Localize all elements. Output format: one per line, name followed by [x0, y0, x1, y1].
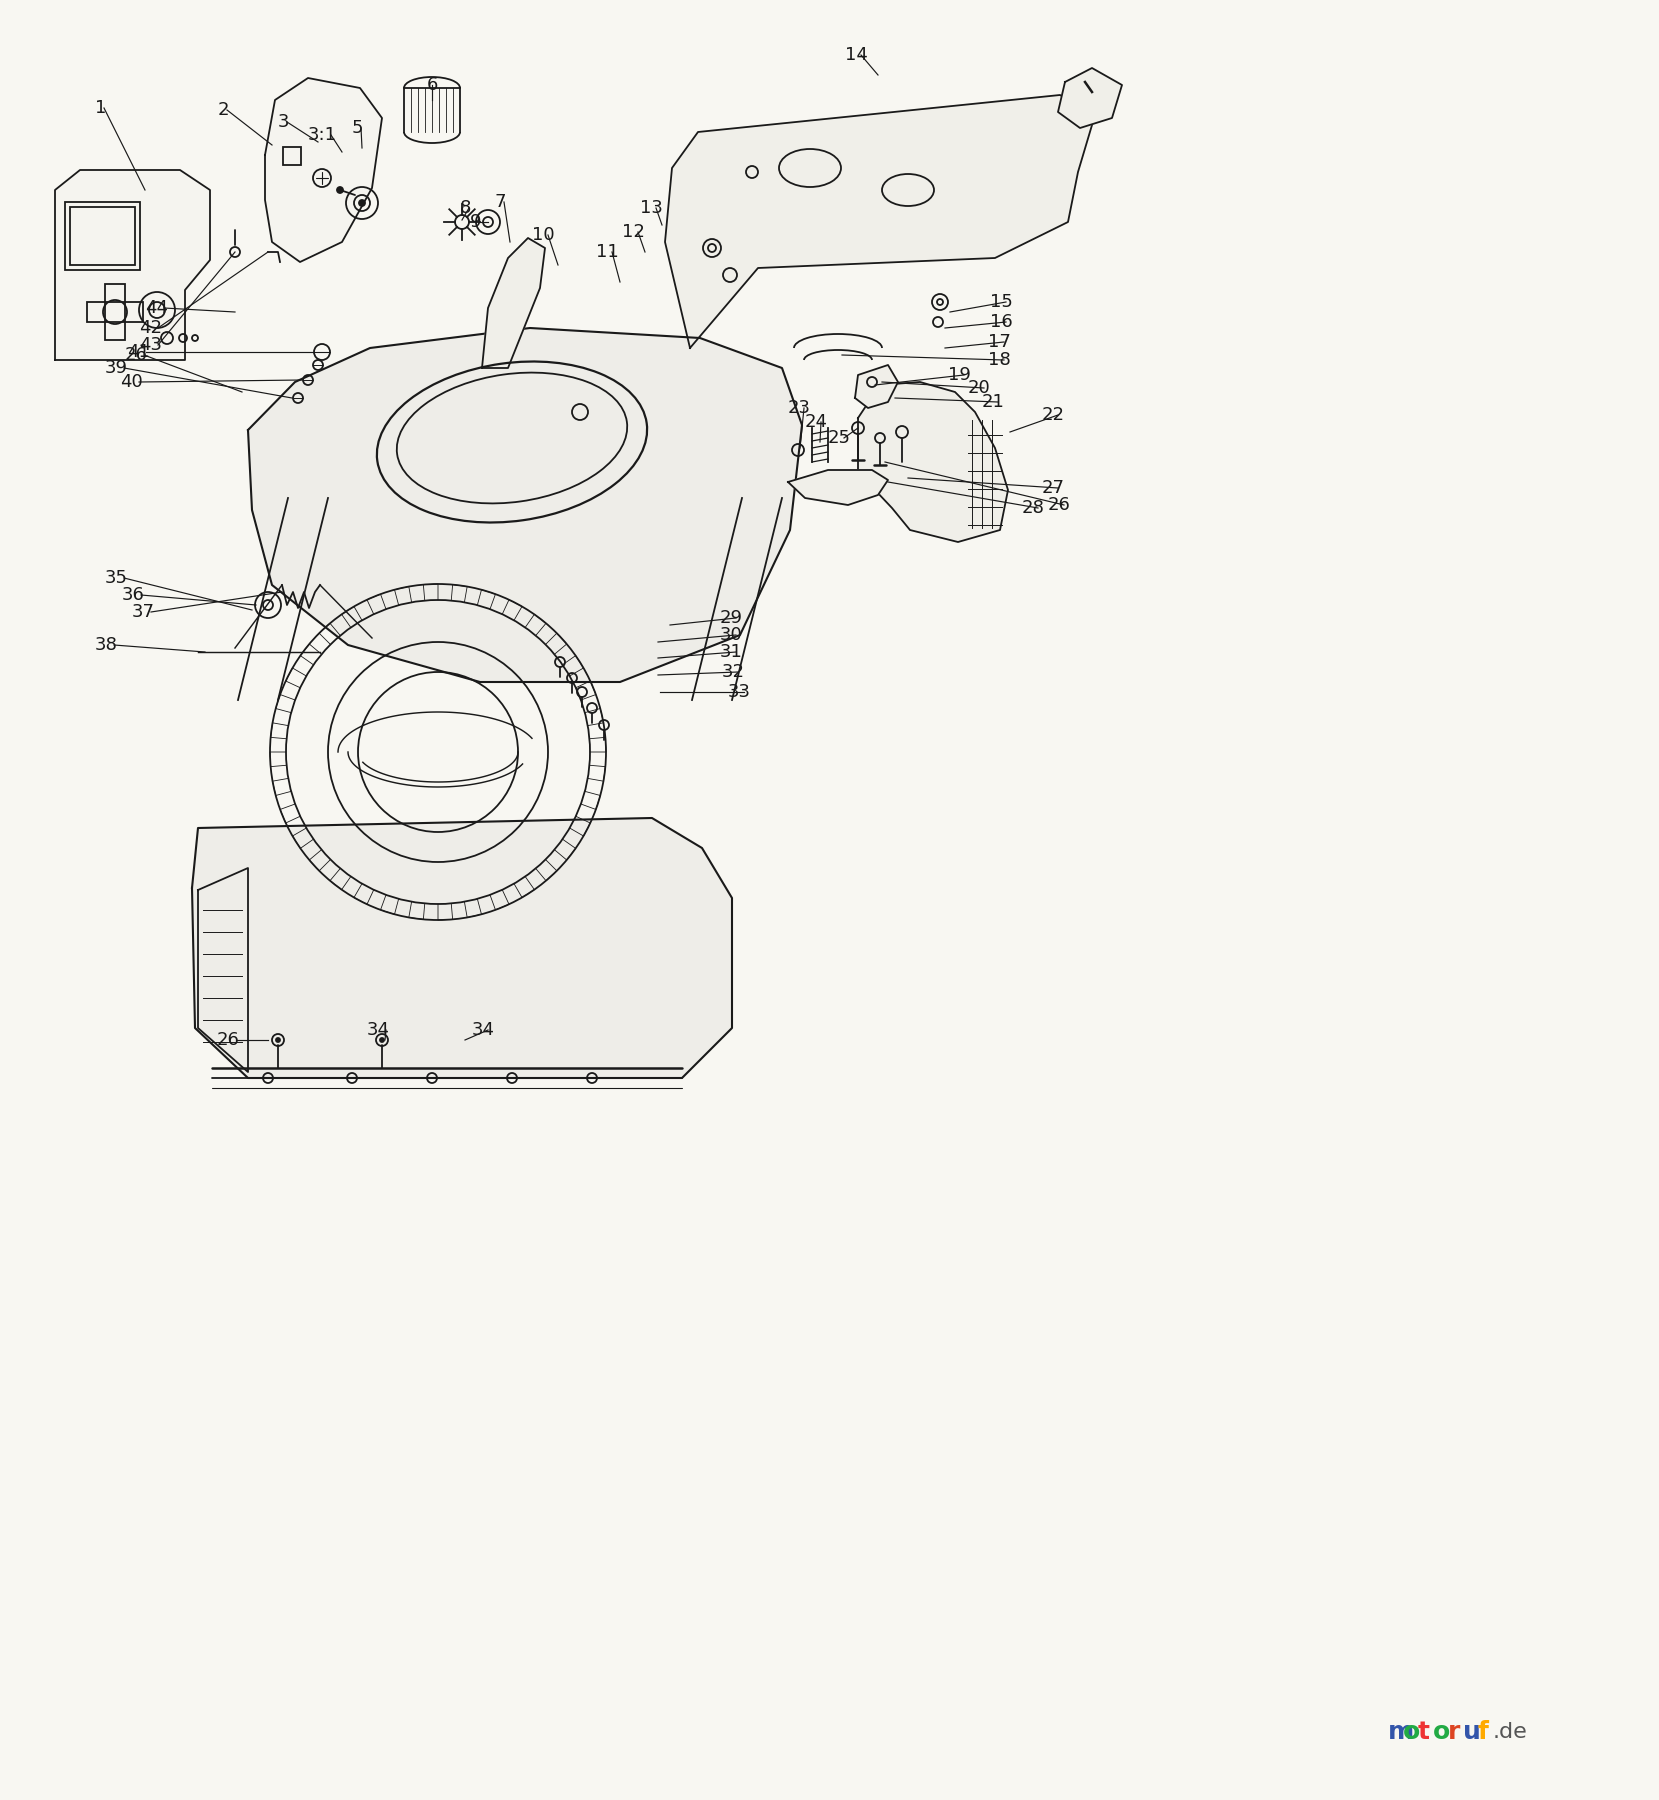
- Text: 9: 9: [469, 212, 481, 230]
- Text: 29: 29: [720, 608, 743, 626]
- Text: 26: 26: [217, 1031, 241, 1049]
- Text: 19: 19: [947, 365, 971, 383]
- Text: 37: 37: [133, 603, 154, 621]
- Polygon shape: [55, 169, 211, 360]
- Text: t: t: [1418, 1721, 1430, 1744]
- Text: 27: 27: [1042, 479, 1065, 497]
- Text: f: f: [1478, 1721, 1488, 1744]
- Circle shape: [337, 187, 343, 193]
- Text: 39: 39: [105, 358, 128, 376]
- Text: 35: 35: [105, 569, 128, 587]
- Text: 12: 12: [622, 223, 645, 241]
- Text: 40: 40: [119, 373, 143, 391]
- Bar: [70, 207, 134, 265]
- Text: 28: 28: [1022, 499, 1045, 517]
- Text: 17: 17: [989, 333, 1010, 351]
- Polygon shape: [665, 95, 1095, 347]
- Text: 36: 36: [123, 587, 144, 605]
- Text: 14: 14: [844, 47, 868, 65]
- Polygon shape: [788, 470, 888, 506]
- Circle shape: [358, 200, 365, 205]
- Polygon shape: [854, 365, 898, 409]
- Bar: [105, 284, 124, 340]
- Polygon shape: [265, 77, 382, 263]
- Text: 11: 11: [596, 243, 619, 261]
- Text: 2: 2: [217, 101, 229, 119]
- Text: 22: 22: [1042, 407, 1065, 425]
- Text: 42: 42: [139, 319, 163, 337]
- Text: 21: 21: [982, 392, 1005, 410]
- Text: 13: 13: [640, 200, 664, 218]
- Polygon shape: [192, 817, 732, 1078]
- Text: 38: 38: [95, 635, 118, 653]
- Text: 34: 34: [367, 1021, 390, 1039]
- Text: 8: 8: [460, 200, 471, 218]
- Bar: [65, 202, 139, 270]
- Bar: [284, 148, 300, 166]
- Text: 18: 18: [989, 351, 1010, 369]
- Text: 20: 20: [967, 380, 990, 398]
- Text: 23: 23: [788, 400, 811, 418]
- Polygon shape: [858, 382, 1009, 542]
- Text: 41: 41: [128, 344, 149, 362]
- Text: 31: 31: [720, 643, 743, 661]
- Text: 16: 16: [990, 313, 1012, 331]
- Text: u: u: [1463, 1721, 1481, 1744]
- Text: 3: 3: [279, 113, 290, 131]
- Text: 25: 25: [828, 428, 851, 446]
- Text: 44: 44: [144, 299, 168, 317]
- Text: 34: 34: [473, 1021, 494, 1039]
- Text: 3:1: 3:1: [309, 126, 337, 144]
- Text: 5: 5: [352, 119, 363, 137]
- Polygon shape: [483, 238, 546, 367]
- Bar: [86, 302, 143, 322]
- Text: o: o: [1404, 1721, 1420, 1744]
- Text: 7: 7: [494, 193, 506, 211]
- Text: 15: 15: [990, 293, 1014, 311]
- Text: r: r: [1448, 1721, 1460, 1744]
- Text: o: o: [1433, 1721, 1450, 1744]
- Circle shape: [275, 1039, 280, 1042]
- Text: 1: 1: [95, 99, 106, 117]
- Text: 33: 33: [728, 682, 752, 700]
- Text: 30: 30: [720, 626, 743, 644]
- Text: .de: .de: [1493, 1723, 1528, 1742]
- Text: 24: 24: [805, 412, 828, 430]
- Text: 32: 32: [722, 662, 745, 680]
- Text: 43: 43: [139, 337, 163, 355]
- Polygon shape: [1058, 68, 1121, 128]
- Polygon shape: [247, 328, 801, 682]
- Text: m: m: [1389, 1721, 1413, 1744]
- Text: 10: 10: [533, 227, 554, 245]
- Text: 26: 26: [1048, 497, 1070, 515]
- Text: 26: 26: [124, 346, 148, 364]
- Circle shape: [380, 1039, 383, 1042]
- Text: 6: 6: [426, 76, 438, 94]
